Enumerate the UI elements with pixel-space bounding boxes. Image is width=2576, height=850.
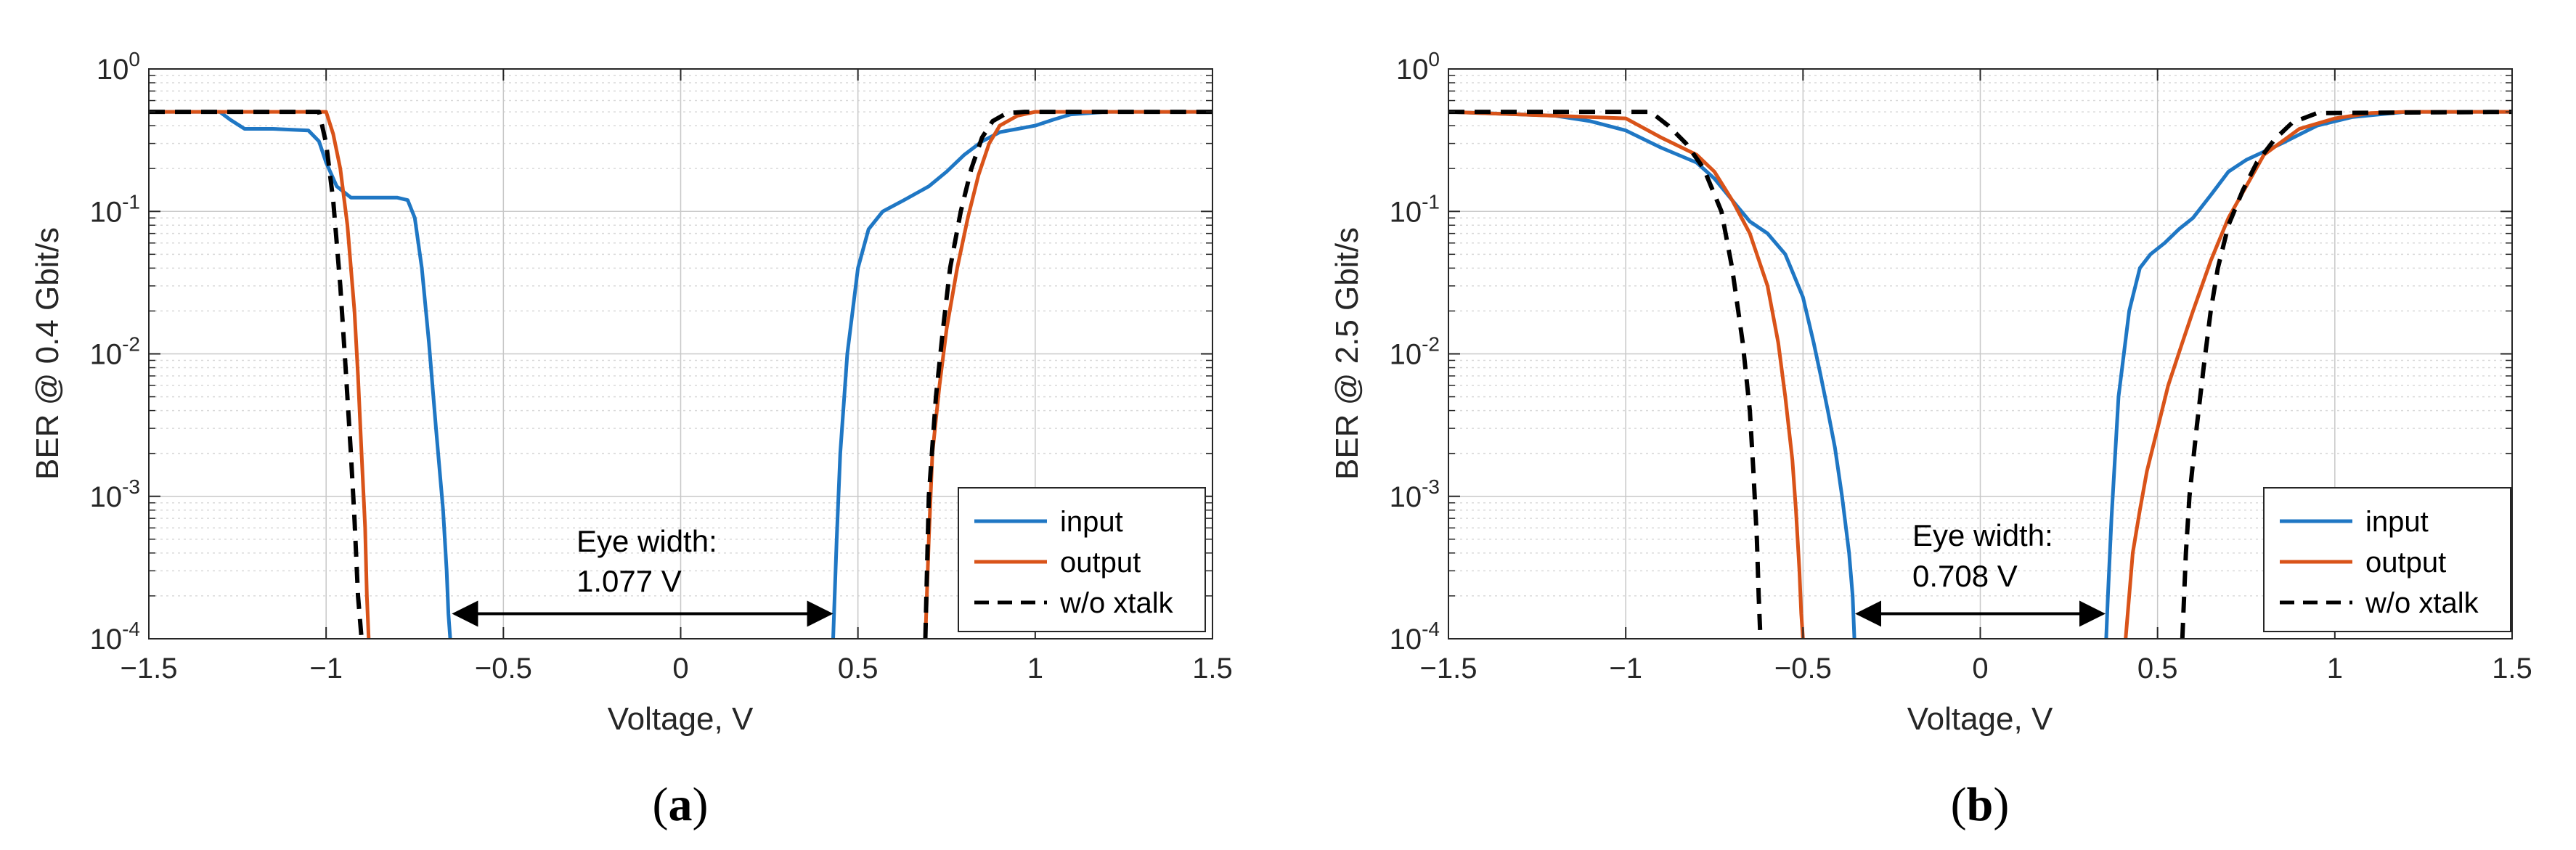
series-lines bbox=[149, 110, 1212, 639]
series-input-line bbox=[831, 110, 1212, 639]
x-axis-label: Voltage, V bbox=[1907, 701, 2053, 737]
legend-entry-input: input bbox=[974, 506, 1123, 538]
y-tick-label-exponent: -3 bbox=[1422, 475, 1440, 498]
x-axis-label: Voltage, V bbox=[608, 701, 754, 737]
series-lines bbox=[1448, 110, 2513, 639]
y-tick-label-base: 10 bbox=[1396, 54, 1429, 86]
panel-label-close-paren: ) bbox=[693, 778, 709, 831]
y-tick-label-base: 10 bbox=[90, 624, 123, 655]
y-axis-label: BER @ 0.4 Gbit/s bbox=[30, 227, 65, 480]
x-tick-label: 0.5 bbox=[2137, 653, 2178, 685]
y-tick-label: 10-4 bbox=[90, 618, 140, 655]
x-tick-label: 1.5 bbox=[2492, 653, 2532, 685]
series-input-line bbox=[1448, 110, 1856, 639]
legend-box bbox=[958, 487, 1206, 632]
series-w-o-xtalk-line bbox=[923, 110, 1212, 639]
legend-entry-wo-xtalk: w/o xtalk bbox=[2280, 587, 2479, 619]
x-tick-label: 0 bbox=[672, 653, 688, 685]
y-tick-label-base: 10 bbox=[97, 54, 129, 86]
legend: input output w/o xtalk bbox=[958, 487, 1206, 632]
y-tick-label-exponent: -3 bbox=[122, 475, 140, 498]
y-tick-label: 10-2 bbox=[90, 333, 140, 371]
y-tick-label: 100 bbox=[1396, 48, 1440, 86]
eye-width-label-line2: 1.077 V bbox=[576, 564, 682, 598]
x-tick-label: −1.5 bbox=[121, 653, 178, 685]
y-tick-label-exponent: -4 bbox=[122, 618, 140, 640]
y-axis-label: BER @ 2.5 Gbit/s bbox=[1329, 227, 1365, 480]
y-tick-label: 100 bbox=[97, 48, 140, 86]
y-tick-label-exponent: -2 bbox=[122, 333, 140, 356]
eye-width-label-line1: Eye width: bbox=[576, 524, 717, 558]
panel-label-a: (a) bbox=[653, 778, 709, 831]
legend-label-output: output bbox=[1060, 547, 1141, 579]
axis-ticks bbox=[148, 68, 1213, 639]
y-tick-label-exponent: 0 bbox=[1428, 48, 1440, 70]
y-tick-label: 10-1 bbox=[1390, 190, 1440, 228]
series-w-o-xtalk-line bbox=[149, 110, 364, 639]
series-w-o-xtalk-line bbox=[2180, 110, 2513, 639]
y-tick-label-exponent: -2 bbox=[1422, 333, 1440, 356]
x-tick-label: 1 bbox=[1027, 653, 1043, 685]
y-tick-label-base: 10 bbox=[1390, 481, 1422, 513]
legend-label-wo-xtalk: w/o xtalk bbox=[1059, 587, 1174, 619]
series-output-line bbox=[2124, 110, 2512, 639]
y-tick-label: 10-3 bbox=[90, 475, 140, 513]
legend-label-input: input bbox=[2365, 506, 2429, 538]
eye-width-annotation: Eye width: 1.077 V bbox=[452, 524, 833, 627]
x-tick-label: 1.5 bbox=[1192, 653, 1233, 685]
legend-entry-output: output bbox=[2280, 547, 2446, 579]
x-tick-labels: −1.5 −1 −0.5 0 0.5 1 1.5 bbox=[1420, 653, 2532, 685]
panel-label-b: (b) bbox=[1951, 778, 2010, 831]
series-output-line bbox=[1448, 110, 1805, 639]
series-w-o-xtalk-line bbox=[1448, 110, 1763, 639]
legend-box bbox=[2263, 487, 2511, 632]
legend-entry-input: input bbox=[2280, 506, 2429, 538]
eye-width-label-line2: 0.708 V bbox=[1912, 559, 2018, 593]
x-tick-labels: −1.5 −1 −0.5 0 0.5 1 1.5 bbox=[121, 653, 1233, 685]
x-tick-label: 0 bbox=[1972, 653, 1988, 685]
panel-label-letter: b bbox=[1967, 778, 1994, 831]
y-tick-label-base: 10 bbox=[1390, 624, 1422, 655]
legend-entry-wo-xtalk: w/o xtalk bbox=[974, 587, 1174, 619]
y-tick-label-base: 10 bbox=[1390, 196, 1422, 228]
x-tick-label: −1.5 bbox=[1420, 653, 1477, 685]
y-tick-label: 10-1 bbox=[90, 190, 140, 228]
series-input-line bbox=[2104, 110, 2512, 639]
y-tick-label-base: 10 bbox=[1390, 339, 1422, 371]
y-tick-label-base: 10 bbox=[90, 196, 123, 228]
y-tick-label-exponent: -4 bbox=[1422, 618, 1440, 640]
legend: input output w/o xtalk bbox=[2263, 487, 2511, 632]
panel-label-open-paren: ( bbox=[1951, 778, 1967, 831]
x-tick-label: −1 bbox=[1609, 653, 1642, 685]
x-tick-label: −0.5 bbox=[1774, 653, 1832, 685]
y-tick-label-exponent: 0 bbox=[129, 48, 140, 70]
y-tick-label: 10-2 bbox=[1390, 333, 1440, 371]
y-tick-label: 10-4 bbox=[1390, 618, 1440, 655]
series-output-line bbox=[149, 110, 371, 639]
x-tick-label: −0.5 bbox=[475, 653, 532, 685]
y-tick-label-base: 10 bbox=[90, 481, 123, 513]
x-tick-label: −1 bbox=[309, 653, 343, 685]
panel-label-close-paren: ) bbox=[1993, 778, 2009, 831]
x-tick-label: 0.5 bbox=[838, 653, 879, 685]
y-tick-label-exponent: -1 bbox=[122, 190, 140, 213]
x-tick-label: 1 bbox=[2327, 653, 2343, 685]
panel-label-letter: a bbox=[669, 778, 693, 831]
y-tick-label-exponent: -1 bbox=[1422, 190, 1440, 213]
series-input-line bbox=[149, 110, 452, 639]
legend-entry-output: output bbox=[974, 547, 1141, 579]
eye-width-label-line1: Eye width: bbox=[1912, 518, 2053, 552]
legend-label-output: output bbox=[2365, 547, 2446, 579]
eye-width-annotation: Eye width: 0.708 V bbox=[1855, 518, 2106, 627]
y-tick-label-base: 10 bbox=[90, 339, 123, 371]
legend-label-input: input bbox=[1060, 506, 1123, 538]
y-tick-label: 10-3 bbox=[1390, 475, 1440, 513]
panel-label-open-paren: ( bbox=[653, 778, 669, 831]
legend-label-wo-xtalk: w/o xtalk bbox=[2365, 587, 2479, 619]
